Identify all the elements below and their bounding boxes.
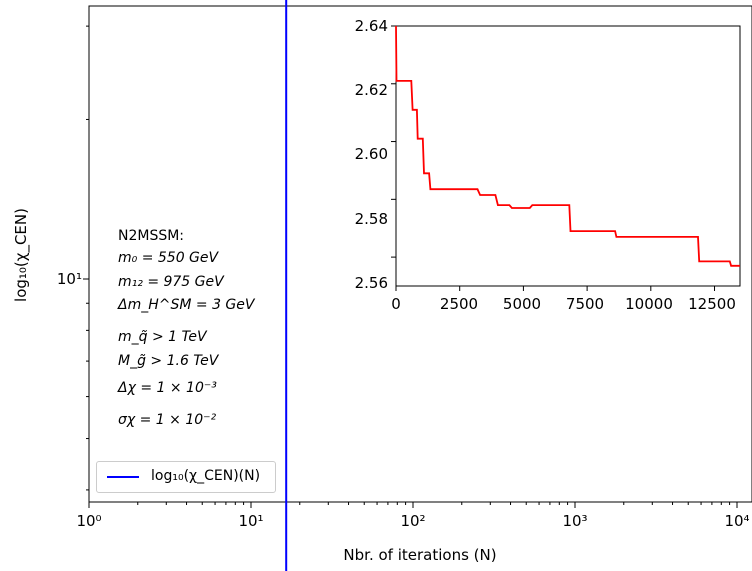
main-ytick-label-0: 10¹ [57,270,82,288]
main-xtick-label-3: 10³ [562,512,587,530]
inset-xtick-label-0: 0 [391,295,401,313]
inset-xtick-label-2: 5000 [503,295,541,313]
annotation-line-mg: M_g̃ > 1.6 TeV [118,353,219,369]
main-axes-frame [88,5,752,503]
main-xtick-label-0: 10⁰ [76,512,101,530]
inset-ytick-label-4: 2.64 [355,17,388,35]
legend-swatch-blue [107,476,139,478]
main-series [285,0,288,571]
legend-label: log₁₀(χ_CEN)(N) [151,468,261,484]
inset-ytick-label-1: 2.58 [355,210,388,228]
main-xtick-label-1: 10¹ [238,512,263,530]
annotation-line-mq: m_q̃ > 1 TeV [118,329,207,345]
inset-ytick-label-2: 2.60 [355,145,388,163]
inset-xtick-label-4: 10000 [625,295,673,313]
inset-xtick-label-5: 12500 [688,295,736,313]
inset-background [396,26,740,286]
annotation-title: N2MSSM: [118,228,185,244]
inset-axes-frame [395,25,741,287]
inset-series [395,25,740,267]
inset-ytick-label-0: 2.56 [355,274,388,292]
inset-series-line-0 [395,25,740,267]
annotation-line-dchi: Δχ = 1 × 10⁻³ [118,380,217,396]
main-series-line-0 [285,0,288,571]
legend: log₁₀(χ_CEN)(N) [96,461,276,493]
main-x-axis-label: Nbr. of iterations (N) [343,546,496,564]
annotation-line-m0: m₀ = 550 GeV [118,250,219,266]
inset-xtick-label-3: 7500 [566,295,604,313]
annotation-line-dmh: Δm_H^SM = 3 GeV [118,297,255,313]
main-ticks [83,25,738,508]
inset-ytick-label-3: 2.62 [355,81,388,99]
main-y-axis-label: log₁₀(χ_CEN) [12,208,31,302]
annotation-line-sigmachi: σχ = 1 × 10⁻² [118,412,217,428]
main-xtick-label-2: 10² [400,512,425,530]
annotation-line-m12: m₁₂ = 975 GeV [118,274,224,290]
inset-xtick-label-1: 2500 [440,295,478,313]
inset-ticks [391,25,716,291]
main-xtick-label-4: 10⁴ [724,512,749,530]
